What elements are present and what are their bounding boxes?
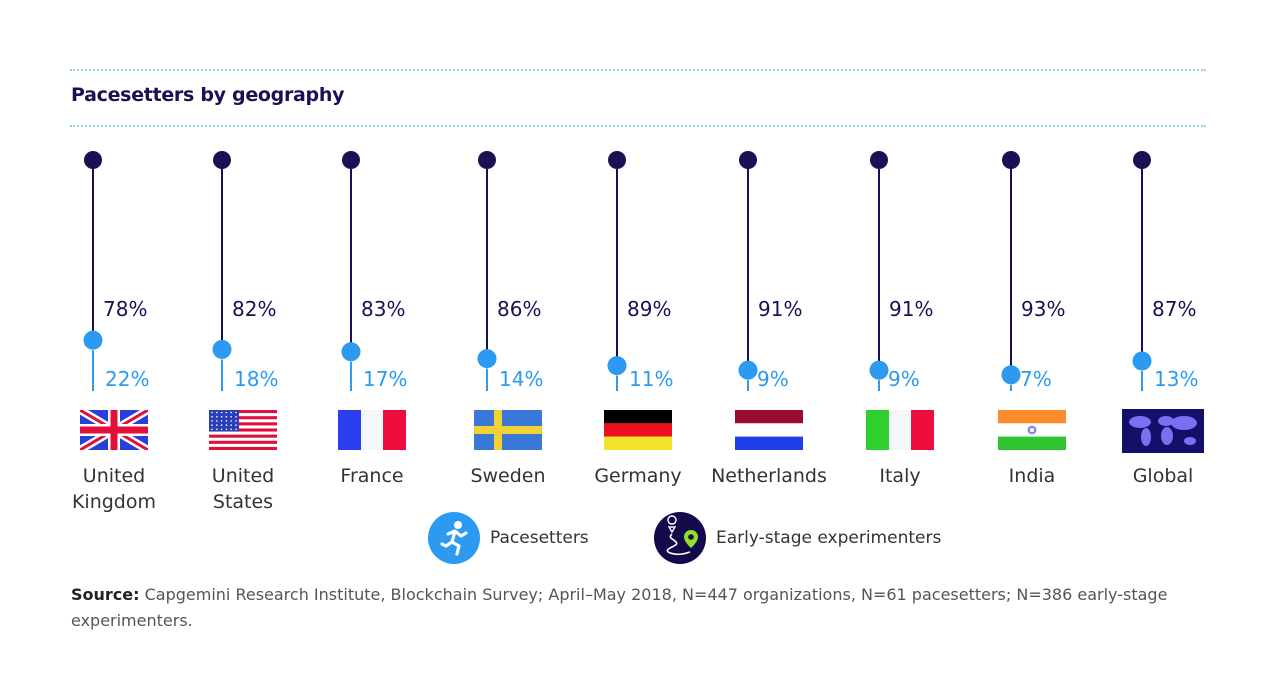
- legend-label-early-stage: Early-stage experimenters: [716, 528, 942, 548]
- country-name: Italy: [830, 463, 970, 489]
- early-stage-dot: [608, 151, 626, 169]
- early-stage-value-label: 89%: [627, 297, 671, 321]
- early-stage-dot: [1133, 151, 1151, 169]
- country-name-line1: India: [1008, 465, 1056, 487]
- country-name: Germany: [568, 463, 708, 489]
- india-flag: [998, 410, 1066, 450]
- early-stage-dot: [84, 151, 102, 169]
- pacesetter-dot: [212, 339, 232, 359]
- pacesetter-dot: [477, 349, 497, 369]
- pacesetter-dot: [738, 360, 758, 380]
- sweden-flag: [474, 410, 542, 450]
- country-name-line2: States: [212, 491, 274, 513]
- country-name: United Kingdom: [44, 463, 184, 515]
- early-stage-value-label: 82%: [232, 297, 276, 321]
- country-name-line1: Global: [1132, 465, 1194, 487]
- early-stage-value-label: 91%: [889, 297, 933, 321]
- early-stage-dot: [478, 151, 496, 169]
- pacesetter-value-label: 14%: [499, 367, 543, 391]
- germany-flag: [604, 410, 672, 450]
- pacesetter-dot: [607, 356, 627, 376]
- pacesetter-value-label: 22%: [105, 367, 149, 391]
- uk-flag: [77, 406, 151, 454]
- early-stage-value-label: 87%: [1152, 297, 1196, 321]
- source-label: Source:: [71, 585, 140, 604]
- early-stage-value-label: 83%: [361, 297, 405, 321]
- route-map-pin-icon: [654, 512, 706, 564]
- early-stage-dot: [739, 151, 757, 169]
- country-name-line1: France: [340, 465, 404, 487]
- country-name-line1: United: [82, 465, 146, 487]
- early-stage-dot: [213, 151, 231, 169]
- source-text: Capgemini Research Institute, Blockchain…: [71, 585, 1168, 630]
- france-flag: [338, 410, 406, 450]
- pacesetter-dot: [341, 342, 361, 362]
- pacesetter-dot: [869, 360, 889, 380]
- pacesetter-value-label: 9%: [888, 367, 920, 391]
- country-name-line1: United: [211, 465, 275, 487]
- country-name: India: [962, 463, 1102, 489]
- netherlands-flag: [735, 410, 803, 450]
- country-name: Global: [1093, 463, 1233, 489]
- early-stage-dot: [342, 151, 360, 169]
- pacesetter-value-label: 17%: [363, 367, 407, 391]
- chart-title: Pacesetters by geography: [71, 84, 345, 106]
- pacesetter-value-label: 13%: [1154, 367, 1198, 391]
- pacesetter-value-label: 18%: [234, 367, 278, 391]
- pacesetter-dot: [83, 330, 103, 350]
- pacesetter-value-label: 11%: [629, 367, 673, 391]
- top-dotted-rule: [70, 69, 1206, 71]
- early-stage-value-label: 93%: [1021, 297, 1065, 321]
- country-name: Netherlands: [699, 463, 839, 489]
- country-name-line2: Kingdom: [71, 491, 157, 513]
- italy-flag: [866, 410, 934, 450]
- country-name: France: [302, 463, 442, 489]
- early-stage-dot: [1002, 151, 1020, 169]
- early-stage-value-label: 78%: [103, 297, 147, 321]
- pacesetter-value-label: 9%: [757, 367, 789, 391]
- legend-label-pacesetters: Pacesetters: [490, 528, 589, 548]
- running-person-icon: [428, 512, 480, 564]
- us-flag: [209, 410, 277, 451]
- pacesetter-dot: [1001, 365, 1021, 385]
- country-name: United States: [173, 463, 313, 515]
- legend-item-pacesetters: Pacesetters: [428, 512, 589, 564]
- legend-item-early-stage: Early-stage experimenters: [654, 512, 941, 564]
- country-name-line1: Netherlands: [711, 465, 827, 487]
- country-name-line1: Germany: [594, 465, 682, 487]
- early-stage-value-label: 91%: [758, 297, 802, 321]
- early-stage-value-label: 86%: [497, 297, 541, 321]
- country-name-line1: Italy: [879, 465, 921, 487]
- pacesetter-value-label: 7%: [1020, 367, 1052, 391]
- country-name-line1: Sweden: [470, 465, 546, 487]
- early-stage-dot: [870, 151, 888, 169]
- country-name: Sweden: [438, 463, 578, 489]
- pacesetter-dot: [1132, 351, 1152, 371]
- bottom-dotted-rule: [70, 125, 1206, 127]
- world-map-icon: [1122, 409, 1204, 453]
- source-note: Source: Capgemini Research Institute, Bl…: [71, 582, 1191, 634]
